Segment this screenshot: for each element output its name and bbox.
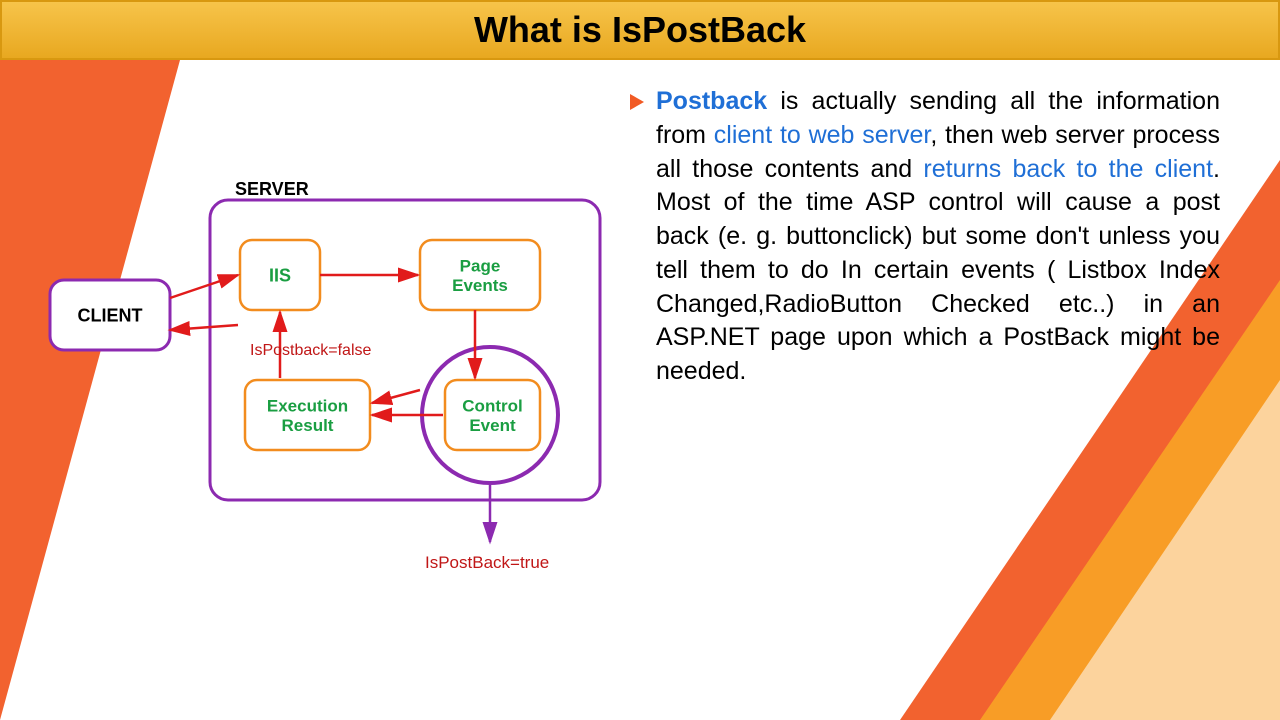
bullet-icon <box>630 93 646 111</box>
svg-text:SERVER: SERVER <box>235 179 309 199</box>
svg-text:Event: Event <box>469 416 516 435</box>
title-bar: What is IsPostBack <box>0 0 1280 60</box>
svg-text:Execution: Execution <box>267 397 348 416</box>
content-area: SERVER CLIENT IIS PageEvents ExecutionResult… <box>0 60 1280 720</box>
page-title: What is IsPostBack <box>474 9 806 51</box>
svg-text:IIS: IIS <box>269 265 291 285</box>
svg-text:Page: Page <box>460 257 501 276</box>
svg-text:CLIENT: CLIENT <box>78 305 143 325</box>
flow-diagram: SERVER CLIENT IIS PageEvents ExecutionResult… <box>20 170 620 590</box>
body-paragraph: Postback is actually sending all the inf… <box>656 85 1220 389</box>
svg-text:Result: Result <box>282 416 334 435</box>
diagram-area: SERVER CLIENT IIS PageEvents ExecutionResult… <box>0 60 620 720</box>
svg-text:IsPostback=false: IsPostback=false <box>250 342 372 359</box>
svg-text:Events: Events <box>452 276 508 295</box>
svg-text:IsPostBack=true: IsPostBack=true <box>425 553 549 572</box>
explanation-text: Postback is actually sending all the inf… <box>620 60 1280 720</box>
svg-text:Control: Control <box>462 397 522 416</box>
